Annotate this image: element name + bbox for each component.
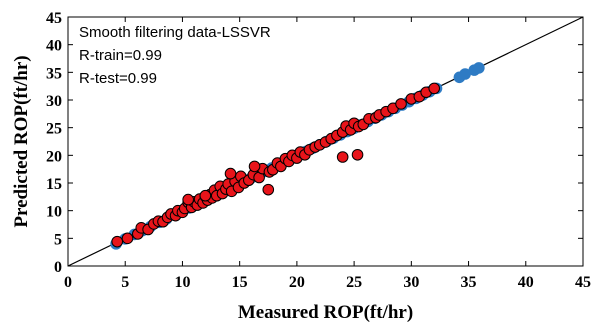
test-point — [351, 148, 364, 161]
x-tick-label: 0 — [64, 274, 72, 291]
data-points — [110, 62, 485, 250]
annotations: Smooth filtering data-LSSVR R-train=0.99 R… — [79, 24, 271, 87]
y-tick-label: 5 — [54, 231, 62, 248]
x-tick-label: 35 — [461, 274, 477, 291]
x-tick-label: 20 — [289, 274, 305, 291]
x-tick-label: 30 — [403, 274, 419, 291]
y-tick-label: 45 — [46, 10, 62, 27]
y-tick-label: 25 — [46, 121, 62, 138]
test-point — [224, 167, 237, 180]
y-tick-label: 20 — [46, 148, 62, 165]
test-point — [336, 151, 349, 163]
train-point — [473, 62, 485, 74]
y-tick-label: 35 — [46, 65, 62, 82]
x-tick-label: 40 — [518, 274, 534, 291]
y-axis-label: Predicted ROP(ft/hr) — [11, 55, 32, 227]
train-point — [459, 68, 471, 80]
axis-ticks: 0 5 10 15 20 25 30 35 40 45 0 5 10 15 20 25 30 35 40 45 — [46, 10, 591, 291]
x-tick-label: 5 — [121, 274, 129, 291]
test-point — [395, 98, 407, 110]
y-tick-label: 0 — [54, 259, 62, 276]
x-axis-label: Measured ROP(ft/hr) — [238, 302, 413, 322]
y-tick-label: 15 — [46, 176, 62, 193]
test-point — [428, 82, 441, 95]
test-point — [199, 189, 212, 202]
x-tick-label: 45 — [575, 274, 591, 291]
annotation-text: R-train=0.99 — [79, 47, 162, 64]
y-tick-label: 40 — [46, 38, 62, 55]
test-point — [248, 160, 261, 173]
x-tick-label: 25 — [346, 274, 362, 291]
test-point — [182, 193, 194, 206]
annotation-text: R-test=0.99 — [79, 70, 157, 87]
y-tick-label: 30 — [46, 93, 62, 110]
x-tick-label: 10 — [174, 274, 190, 291]
test-point — [111, 235, 124, 248]
annotation-text: Smooth filtering data-LSSVR — [79, 24, 271, 41]
y-tick-label: 10 — [46, 204, 62, 221]
test-point — [121, 232, 134, 245]
x-tick-label: 15 — [232, 274, 248, 291]
test-point — [262, 183, 275, 196]
